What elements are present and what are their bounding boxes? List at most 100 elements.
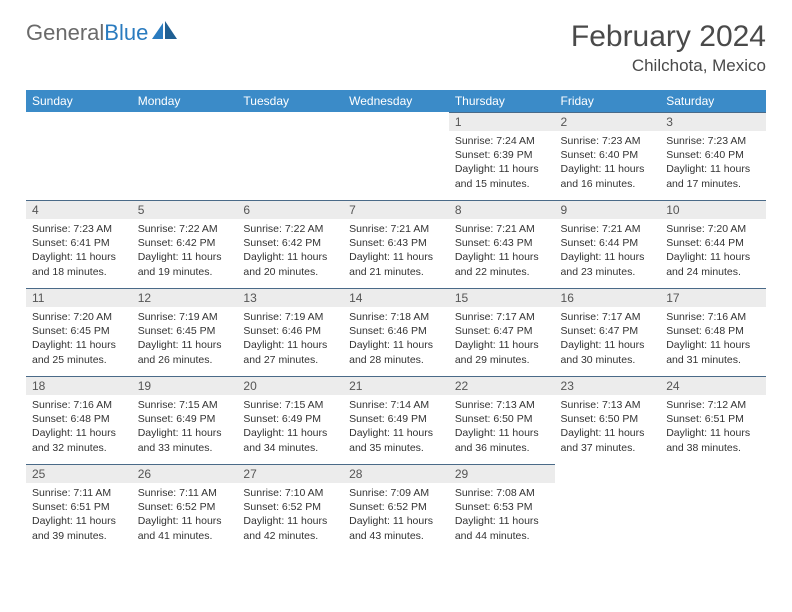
day-number: 8 <box>449 200 555 219</box>
title-block: February 2024 Chilchota, Mexico <box>571 20 766 76</box>
sunrise-line: Sunrise: 7:10 AM <box>243 486 337 500</box>
sunrise-line: Sunrise: 7:24 AM <box>455 134 549 148</box>
daylight-line1: Daylight: 11 hours <box>561 338 655 352</box>
calendar-day-cell: 23Sunrise: 7:13 AMSunset: 6:50 PMDayligh… <box>555 376 661 464</box>
sunrise-line: Sunrise: 7:20 AM <box>666 222 760 236</box>
weekday-header: Friday <box>555 90 661 112</box>
sunrise-line: Sunrise: 7:14 AM <box>349 398 443 412</box>
sunrise-line: Sunrise: 7:12 AM <box>666 398 760 412</box>
sunrise-line: Sunrise: 7:19 AM <box>138 310 232 324</box>
daylight-line2: and 19 minutes. <box>138 265 232 279</box>
daylight-line1: Daylight: 11 hours <box>666 338 760 352</box>
day-body: Sunrise: 7:20 AMSunset: 6:44 PMDaylight:… <box>660 219 766 283</box>
day-body: Sunrise: 7:09 AMSunset: 6:52 PMDaylight:… <box>343 483 449 547</box>
daylight-line2: and 38 minutes. <box>666 441 760 455</box>
sunset-line: Sunset: 6:46 PM <box>349 324 443 338</box>
day-body: Sunrise: 7:23 AMSunset: 6:40 PMDaylight:… <box>660 131 766 195</box>
sunset-line: Sunset: 6:52 PM <box>243 500 337 514</box>
calendar-day-cell: 4Sunrise: 7:23 AMSunset: 6:41 PMDaylight… <box>26 200 132 288</box>
sunset-line: Sunset: 6:39 PM <box>455 148 549 162</box>
daylight-line2: and 17 minutes. <box>666 177 760 191</box>
daylight-line1: Daylight: 11 hours <box>243 514 337 528</box>
daylight-line2: and 18 minutes. <box>32 265 126 279</box>
calendar-day-cell: 18Sunrise: 7:16 AMSunset: 6:48 PMDayligh… <box>26 376 132 464</box>
sunset-line: Sunset: 6:49 PM <box>243 412 337 426</box>
sunset-line: Sunset: 6:51 PM <box>666 412 760 426</box>
sunrise-line: Sunrise: 7:21 AM <box>349 222 443 236</box>
day-number: 15 <box>449 288 555 307</box>
calendar-week-row: 18Sunrise: 7:16 AMSunset: 6:48 PMDayligh… <box>26 376 766 464</box>
sunset-line: Sunset: 6:53 PM <box>455 500 549 514</box>
day-body: Sunrise: 7:21 AMSunset: 6:44 PMDaylight:… <box>555 219 661 283</box>
daylight-line1: Daylight: 11 hours <box>666 426 760 440</box>
sunrise-line: Sunrise: 7:19 AM <box>243 310 337 324</box>
day-number: 24 <box>660 376 766 395</box>
daylight-line2: and 34 minutes. <box>243 441 337 455</box>
calendar-day-cell: 13Sunrise: 7:19 AMSunset: 6:46 PMDayligh… <box>237 288 343 376</box>
sunrise-line: Sunrise: 7:22 AM <box>243 222 337 236</box>
calendar-week-row: 4Sunrise: 7:23 AMSunset: 6:41 PMDaylight… <box>26 200 766 288</box>
calendar-day-cell: 10Sunrise: 7:20 AMSunset: 6:44 PMDayligh… <box>660 200 766 288</box>
day-body: Sunrise: 7:23 AMSunset: 6:41 PMDaylight:… <box>26 219 132 283</box>
calendar-day-cell: 21Sunrise: 7:14 AMSunset: 6:49 PMDayligh… <box>343 376 449 464</box>
sunrise-line: Sunrise: 7:11 AM <box>32 486 126 500</box>
daylight-line1: Daylight: 11 hours <box>666 162 760 176</box>
sunrise-line: Sunrise: 7:08 AM <box>455 486 549 500</box>
daylight-line2: and 35 minutes. <box>349 441 443 455</box>
weekday-header: Monday <box>132 90 238 112</box>
sunrise-line: Sunrise: 7:17 AM <box>455 310 549 324</box>
sunrise-line: Sunrise: 7:18 AM <box>349 310 443 324</box>
logo-text: GeneralBlue <box>26 20 148 46</box>
daylight-line1: Daylight: 11 hours <box>243 250 337 264</box>
daylight-line1: Daylight: 11 hours <box>561 250 655 264</box>
calendar-day-cell: 7Sunrise: 7:21 AMSunset: 6:43 PMDaylight… <box>343 200 449 288</box>
day-body: Sunrise: 7:19 AMSunset: 6:46 PMDaylight:… <box>237 307 343 371</box>
day-number: 4 <box>26 200 132 219</box>
daylight-line2: and 25 minutes. <box>32 353 126 367</box>
daylight-line1: Daylight: 11 hours <box>455 426 549 440</box>
calendar-day-cell: 14Sunrise: 7:18 AMSunset: 6:46 PMDayligh… <box>343 288 449 376</box>
day-body: Sunrise: 7:13 AMSunset: 6:50 PMDaylight:… <box>449 395 555 459</box>
day-body: Sunrise: 7:21 AMSunset: 6:43 PMDaylight:… <box>343 219 449 283</box>
sunset-line: Sunset: 6:50 PM <box>561 412 655 426</box>
daylight-line2: and 42 minutes. <box>243 529 337 543</box>
daylight-line1: Daylight: 11 hours <box>455 338 549 352</box>
calendar-day-cell: 11Sunrise: 7:20 AMSunset: 6:45 PMDayligh… <box>26 288 132 376</box>
day-body: Sunrise: 7:11 AMSunset: 6:52 PMDaylight:… <box>132 483 238 547</box>
sunset-line: Sunset: 6:40 PM <box>561 148 655 162</box>
daylight-line1: Daylight: 11 hours <box>666 250 760 264</box>
daylight-line2: and 23 minutes. <box>561 265 655 279</box>
day-body: Sunrise: 7:14 AMSunset: 6:49 PMDaylight:… <box>343 395 449 459</box>
sunrise-line: Sunrise: 7:16 AM <box>32 398 126 412</box>
daylight-line1: Daylight: 11 hours <box>349 426 443 440</box>
day-number: 1 <box>449 112 555 131</box>
sunset-line: Sunset: 6:47 PM <box>455 324 549 338</box>
day-number: 26 <box>132 464 238 483</box>
daylight-line2: and 44 minutes. <box>455 529 549 543</box>
sunrise-line: Sunrise: 7:21 AM <box>561 222 655 236</box>
daylight-line1: Daylight: 11 hours <box>243 338 337 352</box>
sunset-line: Sunset: 6:51 PM <box>32 500 126 514</box>
weekday-header: Saturday <box>660 90 766 112</box>
day-number: 18 <box>26 376 132 395</box>
daylight-line1: Daylight: 11 hours <box>349 514 443 528</box>
sunset-line: Sunset: 6:42 PM <box>138 236 232 250</box>
calendar-day-cell <box>132 112 238 200</box>
weekday-header: Tuesday <box>237 90 343 112</box>
daylight-line1: Daylight: 11 hours <box>455 250 549 264</box>
day-body: Sunrise: 7:10 AMSunset: 6:52 PMDaylight:… <box>237 483 343 547</box>
sunrise-line: Sunrise: 7:09 AM <box>349 486 443 500</box>
calendar-week-row: 1 Sunrise: 7:24 AMSunset: 6:39 PM Daylight… <box>26 112 766 200</box>
daylight-line2: and 22 minutes. <box>455 265 549 279</box>
calendar-body: 1 Sunrise: 7:24 AMSunset: 6:39 PM Daylight… <box>26 112 766 552</box>
daylight-line1: Daylight: 11 hours <box>138 514 232 528</box>
day-body: Sunrise: 7:20 AMSunset: 6:45 PMDaylight:… <box>26 307 132 371</box>
daylight-line2: and 39 minutes. <box>32 529 126 543</box>
calendar-day-cell <box>343 112 449 200</box>
weekday-header: Sunday <box>26 90 132 112</box>
weekday-header: Wednesday <box>343 90 449 112</box>
daylight-line2: and 27 minutes. <box>243 353 337 367</box>
day-body: Sunrise: 7:15 AMSunset: 6:49 PMDaylight:… <box>237 395 343 459</box>
sunset-line: Sunset: 6:41 PM <box>32 236 126 250</box>
calendar-day-cell: 17Sunrise: 7:16 AMSunset: 6:48 PMDayligh… <box>660 288 766 376</box>
